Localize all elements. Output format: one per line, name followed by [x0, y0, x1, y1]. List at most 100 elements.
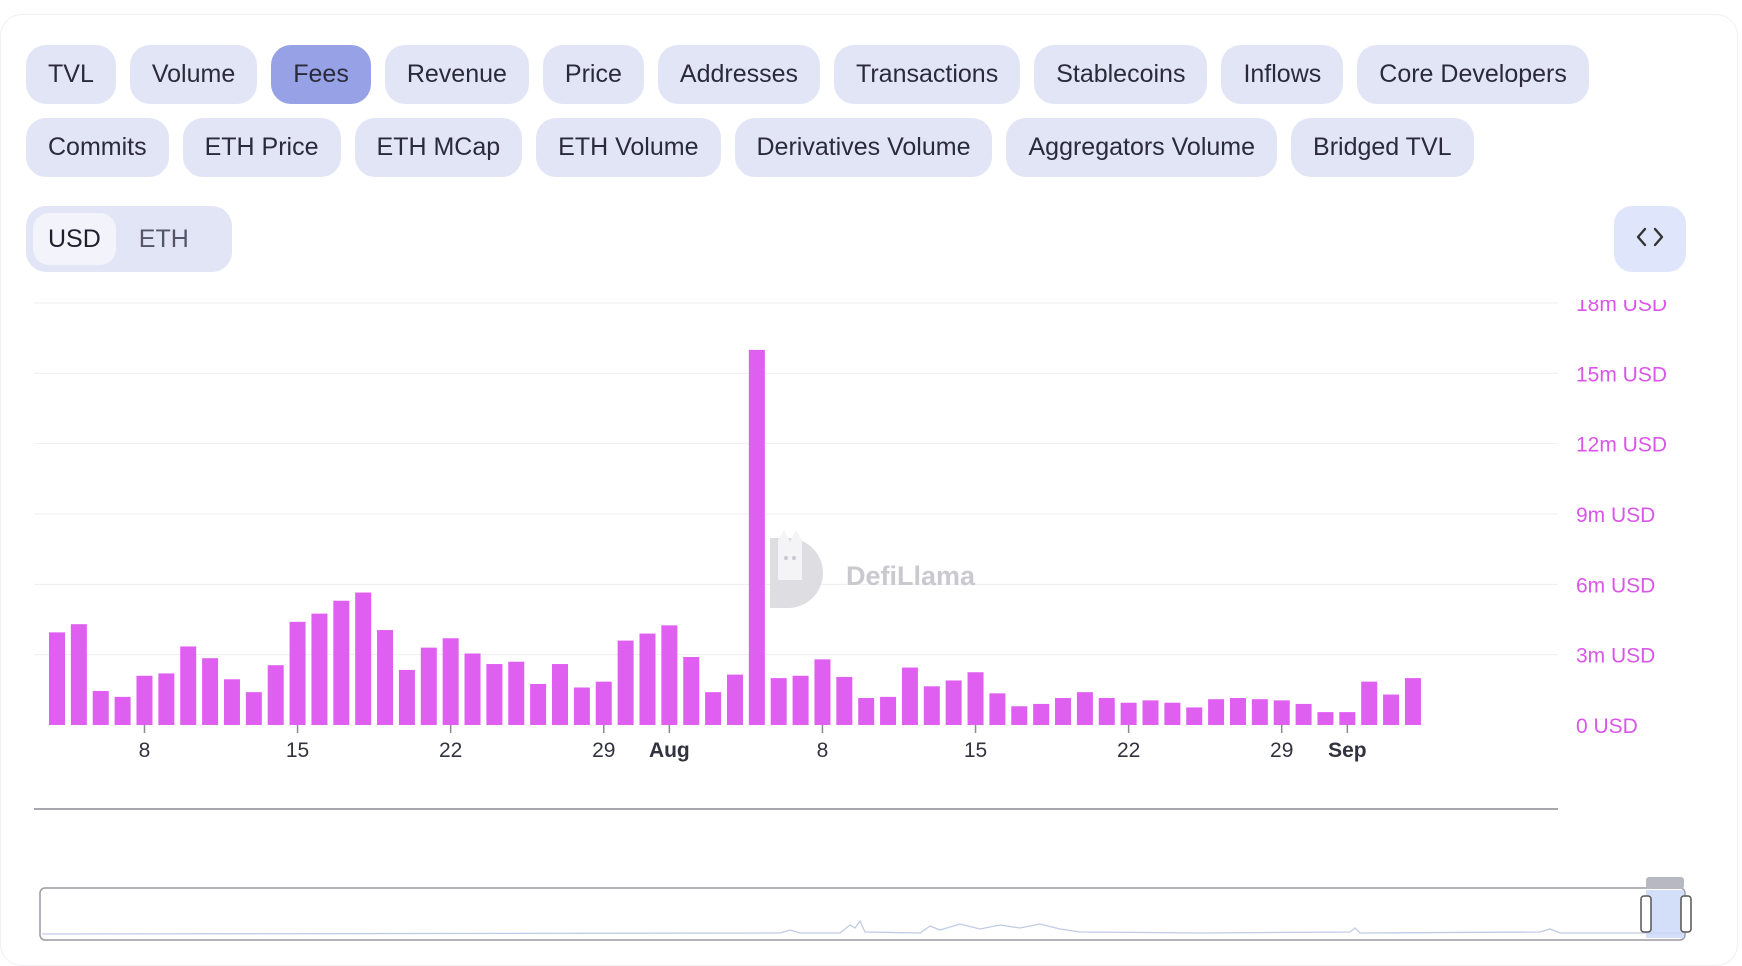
bar[interactable] — [398, 669, 415, 725]
bar[interactable] — [858, 698, 875, 725]
bar[interactable] — [1186, 707, 1203, 725]
tab-core-developers[interactable]: Core Developers — [1357, 45, 1589, 104]
bar[interactable] — [1076, 692, 1093, 725]
bar[interactable] — [1120, 702, 1137, 725]
bar[interactable] — [1339, 712, 1356, 725]
bar[interactable] — [1055, 698, 1072, 725]
bar[interactable] — [1251, 699, 1268, 725]
bar[interactable] — [726, 674, 743, 725]
bar[interactable] — [267, 665, 284, 725]
bar[interactable] — [311, 613, 328, 725]
bar[interactable] — [923, 686, 940, 725]
chart-bars — [49, 349, 1421, 725]
bar[interactable] — [442, 638, 459, 725]
bar[interactable] — [202, 658, 219, 725]
bar[interactable] — [92, 691, 109, 725]
x-tick-label: 29 — [592, 739, 615, 762]
bar[interactable] — [1208, 699, 1225, 725]
x-tick-label: 22 — [439, 739, 462, 762]
bar[interactable] — [114, 696, 131, 725]
bar[interactable] — [1033, 703, 1050, 725]
y-tick-label: 15m USD — [1576, 363, 1667, 386]
tab-eth-volume[interactable]: ETH Volume — [536, 118, 721, 177]
tab-transactions[interactable]: Transactions — [834, 45, 1021, 104]
bar[interactable] — [1164, 702, 1181, 725]
fees-bar-chart: DefiLlama 8 15 22 29 Aug 8 15 22 29 Sep 18m USD 15… — [34, 300, 1692, 941]
bar[interactable] — [705, 692, 722, 725]
tab-revenue[interactable]: Revenue — [384, 45, 529, 104]
bar[interactable] — [355, 592, 372, 725]
tab-fees[interactable]: Fees — [271, 45, 371, 104]
bar[interactable] — [1273, 700, 1290, 725]
bar[interactable] — [1098, 698, 1115, 725]
bar[interactable] — [814, 659, 831, 725]
bar[interactable] — [1317, 712, 1334, 725]
bar[interactable] — [836, 676, 853, 725]
bar[interactable] — [245, 692, 262, 725]
tab-eth-mcap[interactable]: ETH MCap — [354, 118, 523, 177]
tab-bridged-tvl[interactable]: Bridged TVL — [1291, 118, 1474, 177]
x-tick-label: Sep — [1328, 739, 1367, 762]
bar[interactable] — [792, 675, 809, 725]
tab-aggregators-volume[interactable]: Aggregators Volume — [1006, 118, 1278, 177]
embed-code-button[interactable] — [1614, 206, 1686, 272]
bar[interactable] — [683, 657, 700, 725]
bar[interactable] — [945, 680, 962, 725]
bar[interactable] — [1404, 678, 1421, 725]
bar[interactable] — [70, 624, 87, 725]
tab-derivatives-volume[interactable]: Derivatives Volume — [734, 118, 993, 177]
y-tick-label: 6m USD — [1576, 574, 1655, 597]
x-tick-label: 15 — [964, 739, 987, 762]
y-tick-label: 18m USD — [1576, 300, 1667, 316]
bar[interactable] — [967, 672, 984, 725]
bar[interactable] — [420, 647, 437, 725]
bar[interactable] — [333, 600, 350, 725]
bar[interactable] — [639, 633, 656, 725]
tab-commits[interactable]: Commits — [26, 118, 169, 177]
tab-stablecoins[interactable]: Stablecoins — [1034, 45, 1208, 104]
bar[interactable] — [1361, 681, 1378, 725]
bar[interactable] — [530, 683, 547, 725]
y-tick-label: 3m USD — [1576, 645, 1655, 668]
currency-toggle: USD ETH — [26, 206, 232, 272]
bar[interactable] — [1142, 700, 1159, 725]
bar[interactable] — [1295, 703, 1312, 725]
bar[interactable] — [552, 664, 569, 725]
slider-left-handle[interactable] — [1640, 895, 1652, 933]
bar[interactable] — [595, 681, 612, 725]
bar[interactable] — [508, 661, 525, 725]
bar[interactable] — [223, 679, 240, 725]
y-tick-label: 12m USD — [1576, 434, 1667, 457]
bar[interactable] — [989, 693, 1006, 725]
tab-volume[interactable]: Volume — [129, 45, 258, 104]
bar[interactable] — [180, 646, 197, 725]
slider-drag-bar[interactable] — [1646, 877, 1684, 889]
bar[interactable] — [573, 687, 590, 725]
tab-tvl[interactable]: TVL — [26, 45, 116, 104]
bar[interactable] — [464, 653, 481, 725]
bar[interactable] — [1229, 698, 1246, 725]
bar[interactable] — [377, 630, 394, 725]
bar[interactable] — [880, 696, 897, 725]
bar[interactable] — [770, 678, 787, 725]
bar[interactable] — [748, 349, 765, 725]
watermark: DefiLlama — [770, 530, 976, 608]
currency-option-usd[interactable]: USD — [33, 213, 116, 265]
bar[interactable] — [486, 664, 503, 725]
tab-eth-price[interactable]: ETH Price — [182, 118, 341, 177]
tab-inflows[interactable]: Inflows — [1221, 45, 1344, 104]
bar[interactable] — [49, 632, 65, 725]
bar[interactable] — [1011, 706, 1028, 725]
currency-option-eth[interactable]: ETH — [138, 224, 189, 253]
range-slider[interactable] — [39, 877, 1692, 941]
bar[interactable] — [901, 667, 918, 725]
bar[interactable] — [158, 673, 175, 725]
bar[interactable] — [617, 640, 634, 725]
slider-right-handle[interactable] — [1680, 895, 1692, 933]
bar[interactable] — [289, 621, 306, 725]
bar[interactable] — [1383, 694, 1400, 725]
bar[interactable] — [661, 625, 678, 725]
tab-addresses[interactable]: Addresses — [657, 45, 821, 104]
bar[interactable] — [136, 675, 153, 725]
tab-price[interactable]: Price — [542, 45, 644, 104]
